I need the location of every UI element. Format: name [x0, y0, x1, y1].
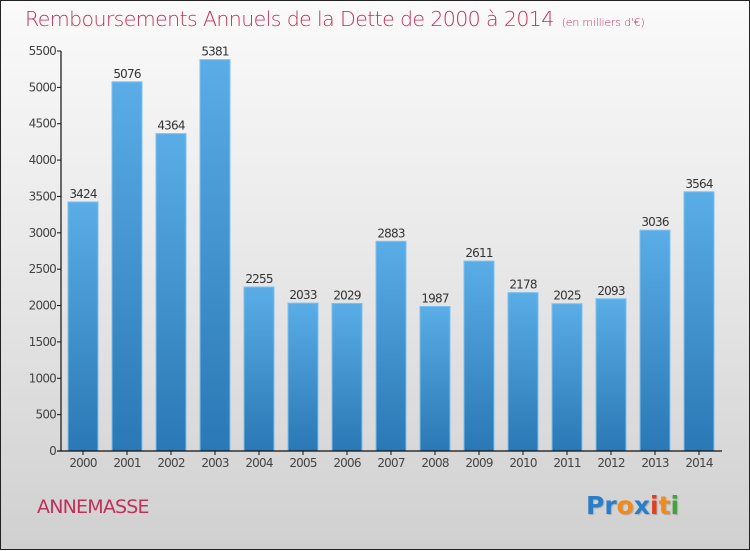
x-tick-label-2004: 2004	[245, 456, 273, 470]
x-tick-label-2012: 2012	[597, 456, 625, 470]
bar-2013	[639, 229, 671, 452]
value-label-2009: 2611	[465, 246, 493, 260]
chart-title-main: Remboursements Annuels de la Dette de 20…	[25, 7, 554, 31]
bar-2004	[243, 286, 275, 452]
x-tick-label-2008: 2008	[421, 456, 449, 470]
chart-subtitle: (en milliers d'€)	[561, 16, 645, 29]
value-label-2000: 3424	[69, 187, 97, 201]
chart-title: Remboursements Annuels de la Dette de 20…	[25, 7, 645, 31]
x-tick-label-2009: 2009	[465, 456, 493, 470]
x-tick-label-2014: 2014	[685, 456, 713, 470]
value-label-2004: 2255	[245, 272, 273, 286]
city-name: ANNEMASSE	[37, 496, 150, 518]
y-tick-label-5500: 5500	[29, 44, 57, 58]
x-tick-label-2001: 2001	[113, 456, 141, 470]
y-tick-label-0: 0	[49, 444, 56, 458]
logo-letter: i	[670, 491, 680, 520]
bar-2007	[375, 240, 407, 452]
bar-2008	[419, 305, 451, 452]
bar-2000	[67, 201, 99, 452]
value-label-2001: 5076	[113, 67, 141, 81]
x-tick-label-2002: 2002	[157, 456, 185, 470]
bar-2003	[199, 59, 231, 452]
logo-letter: o	[616, 491, 634, 520]
y-tick-label-5000: 5000	[29, 80, 57, 94]
bar-2009	[463, 260, 495, 452]
bar-2010	[507, 292, 539, 452]
x-tick-label-2005: 2005	[289, 456, 317, 470]
value-label-2011: 2025	[553, 289, 581, 303]
logo-letter: t	[658, 491, 671, 520]
value-label-2006: 2029	[333, 288, 361, 302]
bar-2002	[155, 133, 187, 452]
logo-letter: r	[604, 491, 617, 520]
y-tick-label-3000: 3000	[29, 226, 57, 240]
y-tick-label-2000: 2000	[29, 299, 57, 313]
value-label-2003: 5381	[201, 45, 229, 59]
logo-letter: x	[633, 491, 650, 520]
value-label-2002: 4364	[157, 119, 185, 133]
bar-2001	[111, 81, 143, 452]
x-tick-label-2006: 2006	[333, 456, 361, 470]
logo-letter: P	[586, 491, 605, 520]
bar-2014	[683, 191, 715, 452]
x-tick-label-2003: 2003	[201, 456, 229, 470]
y-tick-label-1000: 1000	[29, 371, 57, 385]
x-tick-label-2000: 2000	[69, 456, 97, 470]
y-tick-label-4500: 4500	[29, 117, 57, 131]
x-tick-label-2013: 2013	[641, 456, 669, 470]
bar-2005	[287, 302, 319, 452]
x-tick-label-2007: 2007	[377, 456, 405, 470]
y-tick-label-500: 500	[35, 408, 56, 422]
value-label-2010: 2178	[509, 278, 537, 292]
bar-2012	[595, 298, 627, 452]
axes-group: 2000 2001 2002 2003 2004 2005 2006 2007 2008 2009…	[29, 44, 722, 470]
value-label-2013: 3036	[641, 215, 669, 229]
value-label-2008: 1987	[421, 291, 449, 305]
y-tick-label-4000: 4000	[29, 153, 57, 167]
bar-2011	[551, 303, 583, 452]
x-tick-label-2011: 2011	[553, 456, 581, 470]
proxiti-logo[interactable]: Proxiti	[586, 491, 679, 520]
y-tick-label-1500: 1500	[29, 335, 57, 349]
value-label-2007: 2883	[377, 226, 405, 240]
bars-group: 3424 5076 4364 5381 2255 2033 2029 2883 1987 2611…	[67, 45, 715, 452]
value-label-2014: 3564	[685, 177, 713, 191]
bar-2006	[331, 302, 363, 452]
y-tick-label-3500: 3500	[29, 189, 57, 203]
x-tick-label-2010: 2010	[509, 456, 537, 470]
y-tick-label-2500: 2500	[29, 262, 57, 276]
logo-letter: i	[650, 491, 659, 520]
value-label-2005: 2033	[289, 288, 317, 302]
value-label-2012: 2093	[597, 284, 625, 298]
